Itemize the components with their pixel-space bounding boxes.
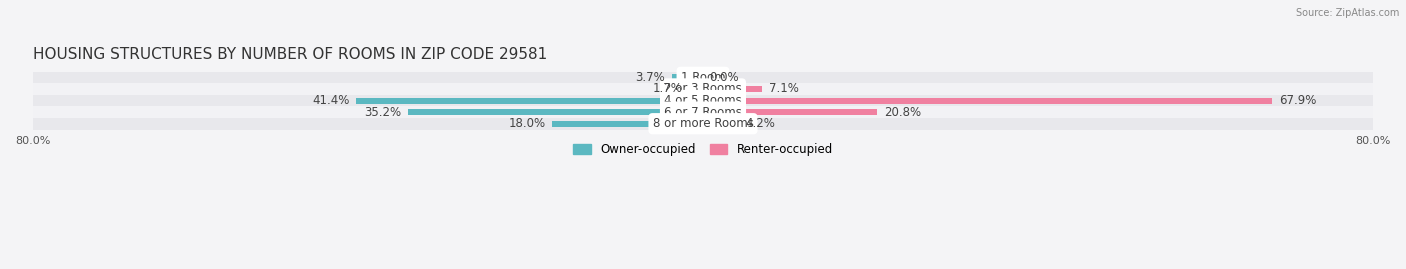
Text: 1.7%: 1.7% [652, 82, 682, 95]
Text: Source: ZipAtlas.com: Source: ZipAtlas.com [1295, 8, 1399, 18]
Text: 67.9%: 67.9% [1278, 94, 1316, 107]
Text: 4.2%: 4.2% [745, 117, 775, 130]
Bar [689, 86, 703, 92]
Bar [32, 95, 1374, 106]
Bar [703, 109, 877, 115]
Text: 4 or 5 Rooms: 4 or 5 Rooms [664, 94, 742, 107]
Bar [703, 98, 1272, 104]
Text: 20.8%: 20.8% [884, 106, 921, 119]
Bar [356, 98, 703, 104]
Text: 41.4%: 41.4% [312, 94, 350, 107]
Text: HOUSING STRUCTURES BY NUMBER OF ROOMS IN ZIP CODE 29581: HOUSING STRUCTURES BY NUMBER OF ROOMS IN… [32, 47, 547, 62]
Bar [32, 118, 1374, 129]
Legend: Owner-occupied, Renter-occupied: Owner-occupied, Renter-occupied [572, 143, 834, 156]
Bar [553, 121, 703, 127]
Text: 8 or more Rooms: 8 or more Rooms [652, 117, 754, 130]
Text: 0.0%: 0.0% [710, 71, 740, 84]
Text: 18.0%: 18.0% [509, 117, 546, 130]
Text: 1 Room: 1 Room [681, 71, 725, 84]
Text: 7.1%: 7.1% [769, 82, 799, 95]
Bar [32, 72, 1374, 83]
Bar [703, 121, 738, 127]
Text: 35.2%: 35.2% [364, 106, 401, 119]
Bar [408, 109, 703, 115]
Bar [32, 106, 1374, 118]
Text: 2 or 3 Rooms: 2 or 3 Rooms [664, 82, 742, 95]
Bar [672, 74, 703, 80]
Text: 3.7%: 3.7% [636, 71, 665, 84]
Bar [32, 83, 1374, 95]
Text: 6 or 7 Rooms: 6 or 7 Rooms [664, 106, 742, 119]
Bar [703, 86, 762, 92]
